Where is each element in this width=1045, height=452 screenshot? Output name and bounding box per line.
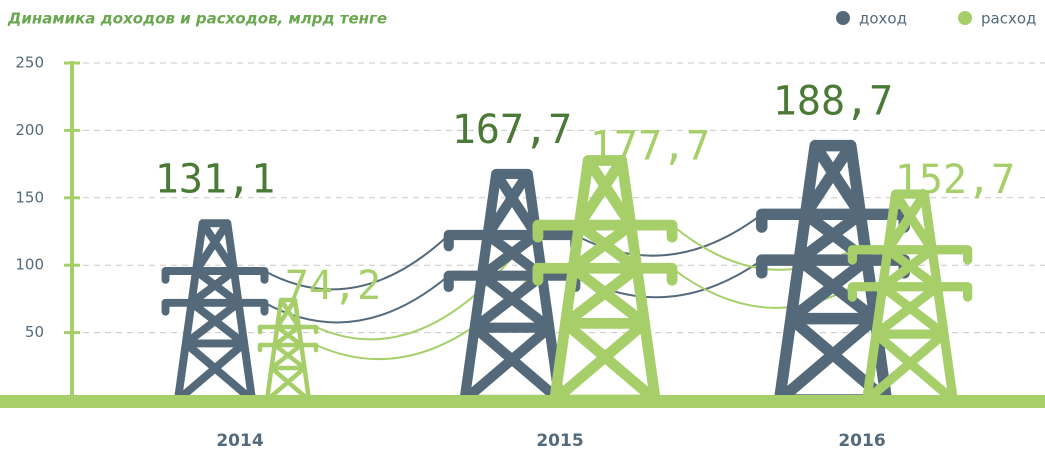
y-tick-label: 100	[15, 256, 44, 274]
y-tick-label: 150	[15, 188, 44, 206]
value-label: 188,7	[773, 79, 893, 125]
x-tick-label: 2015	[536, 431, 583, 451]
y-tick-label: 50	[25, 323, 44, 341]
wire	[671, 267, 853, 309]
x-tick-label: 2016	[838, 431, 885, 451]
chart-title: Динамика доходов и расходов, млрд тенге	[7, 10, 387, 28]
x-tick-label: 2014	[216, 431, 263, 451]
value-label: 74,2	[285, 263, 381, 309]
pylon	[756, 139, 910, 406]
pylon	[847, 189, 973, 405]
value-label: 131,1	[155, 156, 275, 202]
pylon	[532, 155, 678, 406]
pylon	[161, 219, 269, 404]
value-label: 167,7	[452, 107, 572, 153]
y-tick-label: 250	[15, 54, 44, 72]
value-label: 152,7	[895, 157, 1015, 203]
pylon	[443, 168, 581, 406]
legend-label: доход	[859, 10, 907, 28]
legend-marker	[958, 11, 972, 25]
legend-label: расход	[981, 10, 1036, 28]
legend-marker	[836, 11, 850, 25]
wire	[264, 234, 450, 291]
value-label: 177,7	[590, 123, 710, 169]
pylon	[257, 297, 319, 403]
y-tick-label: 200	[15, 121, 44, 139]
ground	[0, 395, 1045, 408]
